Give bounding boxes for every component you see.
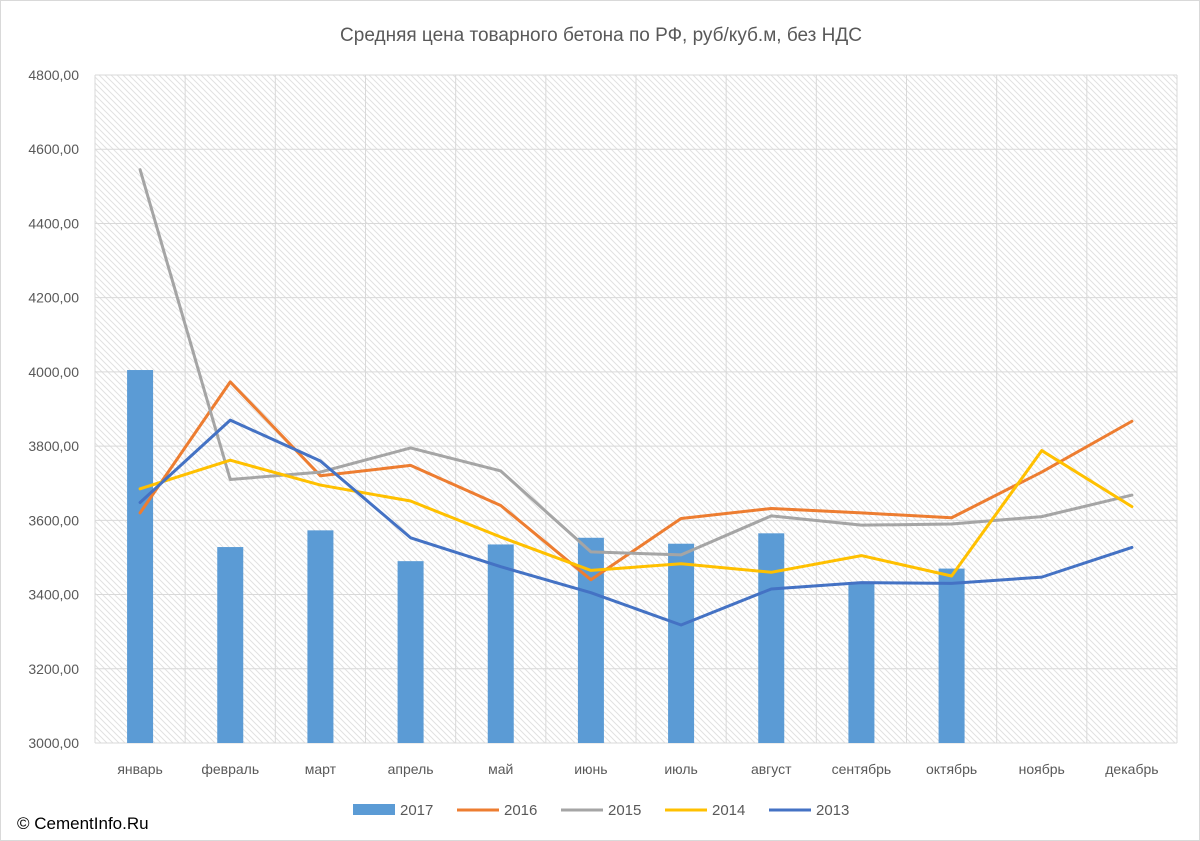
x-tick-label: январь (117, 761, 162, 777)
y-tick-label: 4800,00 (28, 67, 79, 83)
line-series-2015 (138, 168, 1134, 557)
y-tick-label: 4400,00 (28, 215, 79, 231)
x-tick-label: декабрь (1105, 761, 1158, 777)
x-tick-label: ноябрь (1019, 761, 1065, 777)
bar-2017 (397, 561, 424, 743)
copyright-text: © CementInfo.Ru (17, 814, 149, 833)
x-tick-label: март (305, 761, 337, 777)
y-tick-label: 3200,00 (28, 661, 79, 677)
x-tick-label: апрель (388, 761, 434, 777)
legend-label: 2016 (504, 802, 537, 819)
y-tick-label: 3400,00 (28, 587, 79, 603)
line-series-2014 (138, 449, 1134, 578)
bar-2017 (938, 568, 965, 743)
bar-2017 (307, 530, 334, 743)
x-tick-label: май (488, 761, 513, 777)
legend-swatch (353, 804, 395, 815)
x-axis: январь февраль март апрель май июнь июль август… (117, 761, 1158, 777)
legend-label: 2014 (712, 802, 745, 819)
legend-item-2013: 2013 (769, 802, 849, 819)
legend-item-2015: 2015 (561, 802, 641, 819)
y-tick-label: 3600,00 (28, 512, 79, 528)
legend-label: 2017 (400, 802, 433, 819)
y-tick-label: 4600,00 (28, 141, 79, 157)
y-axis: 3000,00 3200,00 3400,00 3600,00 3800,00 4000,… (28, 67, 79, 751)
x-tick-label: октябрь (926, 761, 977, 777)
line-series-layer (138, 168, 1134, 627)
y-tick-label: 3800,00 (28, 438, 79, 454)
line-series-2016 (138, 380, 1134, 582)
x-tick-label: сентябрь (832, 761, 892, 777)
x-tick-label: август (751, 761, 792, 777)
x-tick-label: июль (664, 761, 697, 777)
x-tick-label: февраль (201, 761, 259, 777)
bar-2017 (758, 533, 785, 743)
bar-2017 (127, 370, 154, 743)
legend-item-2014: 2014 (665, 802, 745, 819)
legend-item-2017: 2017 (353, 802, 433, 819)
y-tick-label: 4000,00 (28, 364, 79, 380)
y-tick-label: 3000,00 (28, 735, 79, 751)
legend: 2017 2016 2015 2014 2013 (353, 802, 849, 819)
bar-2017 (848, 582, 875, 743)
chart-title: Средняя цена товарного бетона по РФ, руб… (340, 25, 862, 46)
grid-layer (94, 74, 1178, 744)
x-tick-label: июнь (574, 761, 607, 777)
legend-label: 2015 (608, 802, 641, 819)
legend-item-2016: 2016 (457, 802, 537, 819)
line-series-2013 (138, 418, 1134, 627)
bar-2017 (668, 543, 695, 743)
bar-2017 (487, 544, 514, 743)
legend-label: 2013 (816, 802, 849, 819)
bar-2017 (217, 547, 244, 743)
bar-series-layer (127, 370, 965, 743)
y-tick-label: 4200,00 (28, 290, 79, 306)
